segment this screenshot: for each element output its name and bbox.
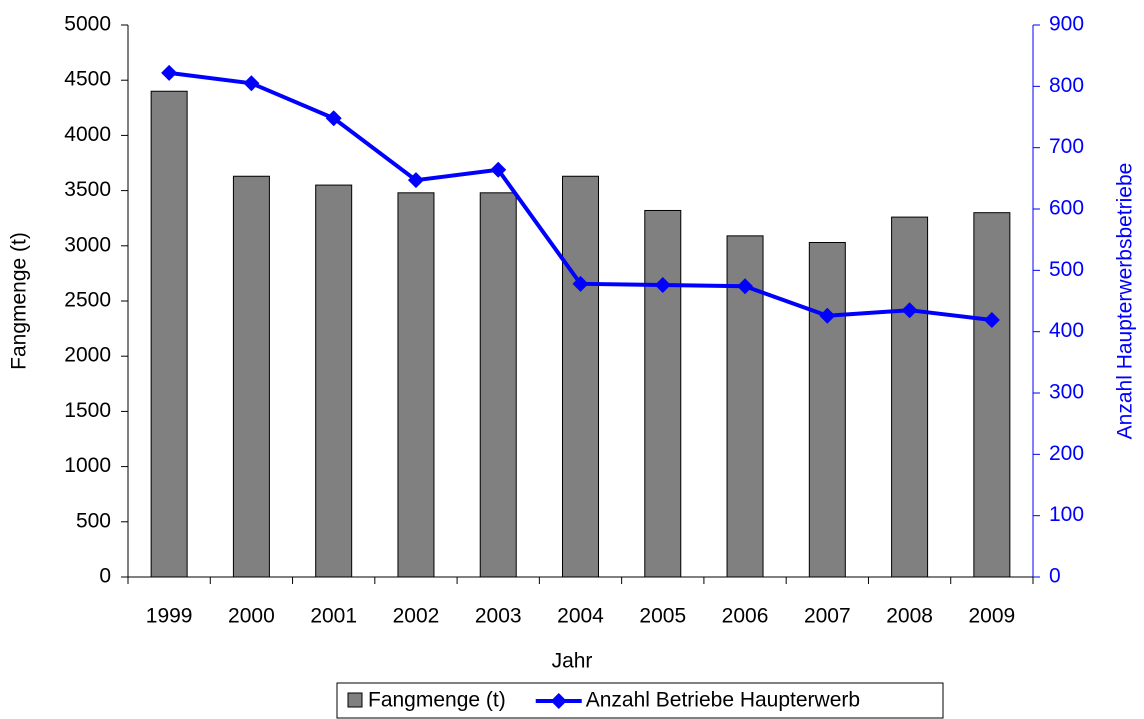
x-tick-label: 2003 [475, 605, 522, 628]
marker [983, 312, 1000, 329]
y2-tick-label: 0 [1049, 565, 1061, 588]
marker [572, 275, 589, 292]
bar [562, 175, 599, 578]
bar [397, 192, 435, 578]
x-tick-label: 2008 [886, 605, 933, 628]
legend-label: Anzahl Betriebe Haupterwerb [586, 689, 860, 712]
y-tick-label: 1000 [64, 454, 111, 477]
x-tick-label: 2001 [310, 605, 357, 628]
x-axis-title: Jahr [552, 650, 593, 673]
marker [901, 302, 918, 319]
y2-tick-label: 100 [1049, 503, 1084, 526]
bar [808, 241, 846, 578]
legend-marker [550, 693, 567, 709]
marker [407, 172, 424, 189]
bar [150, 90, 188, 578]
x-tick-label: 2006 [722, 605, 769, 628]
legend-label: Fangmenge (t) [368, 689, 506, 712]
y-tick-label: 4000 [64, 123, 111, 146]
y-tick-label: 4500 [64, 68, 111, 91]
legend: Fangmenge (t) Anzahl Betriebe Haupterwerb [336, 682, 944, 719]
marker [819, 307, 836, 324]
y2-tick-label: 500 [1049, 258, 1084, 281]
x-tick-label: 2009 [969, 605, 1016, 628]
marker [161, 64, 178, 81]
y2-axis-title: Anzahl Haupterwerbsbetriebe [1114, 163, 1137, 440]
x-tick-label: 1999 [146, 605, 193, 628]
y2-tick-label: 200 [1049, 442, 1084, 465]
y-tick-label: 2000 [64, 344, 111, 367]
y-tick-label: 3000 [64, 233, 111, 256]
y2-tick-label: 600 [1049, 197, 1084, 220]
legend-box [336, 682, 944, 719]
y-tick-label: 3500 [64, 178, 111, 201]
y2-tick-label: 700 [1049, 135, 1084, 158]
marker [654, 277, 671, 294]
y2-tick-label: 400 [1049, 319, 1084, 342]
bar [232, 175, 270, 578]
y-tick-label: 5000 [64, 13, 111, 36]
y-tick-label: 1500 [64, 399, 111, 422]
legend-swatch [347, 692, 363, 708]
x-tick-label: 2000 [228, 605, 275, 628]
y2-tick-label: 300 [1049, 381, 1084, 404]
bar [644, 209, 682, 578]
bar [891, 216, 929, 578]
y-axis-title: Fangmenge (t) [8, 232, 31, 370]
bar [973, 212, 1011, 578]
y2-tick-label: 900 [1049, 13, 1084, 36]
marker [490, 161, 507, 178]
marker [325, 110, 342, 127]
y-tick-label: 500 [76, 509, 111, 532]
x-tick-label: 2004 [557, 605, 604, 628]
marker [243, 75, 260, 92]
bar [315, 184, 353, 578]
y-tick-label: 0 [99, 565, 111, 588]
y-tick-label: 2500 [64, 289, 111, 312]
x-tick-label: 2007 [804, 605, 851, 628]
x-tick-label: 2002 [393, 605, 440, 628]
x-tick-label: 2005 [639, 605, 686, 628]
bar [479, 192, 517, 578]
marker [737, 278, 754, 295]
y2-tick-label: 800 [1049, 74, 1084, 97]
